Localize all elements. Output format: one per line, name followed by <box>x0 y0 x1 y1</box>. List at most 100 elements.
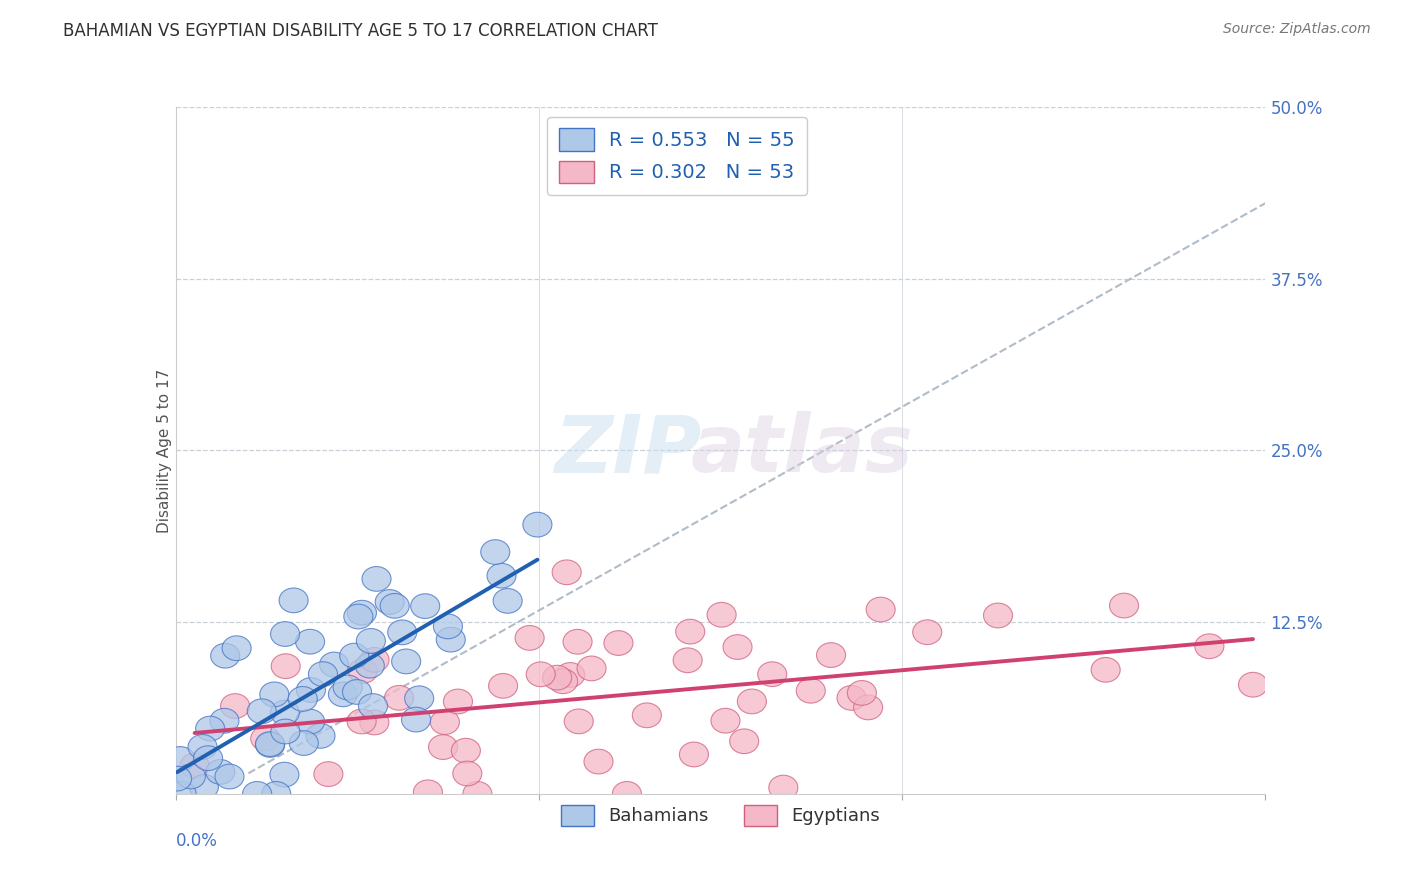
Ellipse shape <box>256 731 284 756</box>
Ellipse shape <box>796 679 825 703</box>
Ellipse shape <box>429 735 457 759</box>
Ellipse shape <box>1195 634 1223 658</box>
Ellipse shape <box>211 643 240 668</box>
Text: 0.0%: 0.0% <box>176 831 218 850</box>
Ellipse shape <box>548 669 578 694</box>
Ellipse shape <box>243 781 271 806</box>
Ellipse shape <box>481 540 510 565</box>
Ellipse shape <box>270 622 299 647</box>
Ellipse shape <box>837 686 866 710</box>
Ellipse shape <box>866 597 896 622</box>
Ellipse shape <box>515 625 544 650</box>
Ellipse shape <box>167 781 197 806</box>
Ellipse shape <box>737 689 766 714</box>
Ellipse shape <box>190 774 218 799</box>
Ellipse shape <box>356 629 385 653</box>
Ellipse shape <box>605 631 633 656</box>
Ellipse shape <box>333 675 363 700</box>
Ellipse shape <box>166 747 195 772</box>
Ellipse shape <box>194 746 222 771</box>
Ellipse shape <box>463 781 492 806</box>
Ellipse shape <box>205 760 235 784</box>
Legend: Bahamians, Egyptians: Bahamians, Egyptians <box>554 797 887 833</box>
Ellipse shape <box>288 687 318 711</box>
Ellipse shape <box>319 652 349 677</box>
Text: Source: ZipAtlas.com: Source: ZipAtlas.com <box>1223 22 1371 37</box>
Ellipse shape <box>360 648 389 673</box>
Ellipse shape <box>1239 673 1268 697</box>
Ellipse shape <box>195 716 225 741</box>
Ellipse shape <box>758 662 787 687</box>
Ellipse shape <box>359 694 388 718</box>
Ellipse shape <box>344 604 373 629</box>
Ellipse shape <box>583 749 613 774</box>
Ellipse shape <box>853 695 883 720</box>
Y-axis label: Disability Age 5 to 17: Disability Age 5 to 17 <box>157 368 172 533</box>
Ellipse shape <box>260 682 288 706</box>
Ellipse shape <box>912 620 942 645</box>
Ellipse shape <box>436 627 465 652</box>
Ellipse shape <box>723 634 752 659</box>
Ellipse shape <box>180 753 209 778</box>
Ellipse shape <box>486 564 516 588</box>
Ellipse shape <box>392 649 420 673</box>
Ellipse shape <box>375 590 404 615</box>
Ellipse shape <box>553 560 581 584</box>
Ellipse shape <box>564 709 593 734</box>
Ellipse shape <box>343 680 371 705</box>
Ellipse shape <box>329 682 357 706</box>
Ellipse shape <box>433 614 463 639</box>
Ellipse shape <box>413 780 443 805</box>
Ellipse shape <box>673 648 702 673</box>
Text: BAHAMIAN VS EGYPTIAN DISABILITY AGE 5 TO 17 CORRELATION CHART: BAHAMIAN VS EGYPTIAN DISABILITY AGE 5 TO… <box>63 22 658 40</box>
Ellipse shape <box>453 761 482 786</box>
Ellipse shape <box>543 665 572 690</box>
Ellipse shape <box>451 739 481 763</box>
Ellipse shape <box>340 643 368 668</box>
Ellipse shape <box>271 654 301 679</box>
Ellipse shape <box>405 686 433 711</box>
Ellipse shape <box>848 681 876 706</box>
Ellipse shape <box>256 732 284 757</box>
Ellipse shape <box>262 781 291 806</box>
Ellipse shape <box>361 566 391 591</box>
Ellipse shape <box>676 619 704 644</box>
Ellipse shape <box>711 708 740 733</box>
Ellipse shape <box>270 763 299 787</box>
Ellipse shape <box>613 781 641 806</box>
Ellipse shape <box>430 710 460 734</box>
Ellipse shape <box>402 707 430 732</box>
Ellipse shape <box>222 636 252 661</box>
Ellipse shape <box>297 678 326 702</box>
Ellipse shape <box>188 734 217 759</box>
Ellipse shape <box>388 620 416 645</box>
Ellipse shape <box>270 700 299 725</box>
Ellipse shape <box>271 719 299 744</box>
Text: atlas: atlas <box>690 411 914 490</box>
Ellipse shape <box>314 762 343 787</box>
Ellipse shape <box>562 630 592 654</box>
Ellipse shape <box>523 512 553 537</box>
Ellipse shape <box>576 656 606 681</box>
Ellipse shape <box>769 775 797 800</box>
Ellipse shape <box>817 643 845 667</box>
Ellipse shape <box>349 658 377 683</box>
Ellipse shape <box>360 710 389 735</box>
Ellipse shape <box>526 662 555 687</box>
Ellipse shape <box>295 630 325 654</box>
Ellipse shape <box>215 764 245 789</box>
Ellipse shape <box>356 653 384 678</box>
Ellipse shape <box>347 600 377 625</box>
Ellipse shape <box>983 603 1012 628</box>
Ellipse shape <box>443 690 472 714</box>
Ellipse shape <box>494 589 522 613</box>
Ellipse shape <box>247 699 277 723</box>
Ellipse shape <box>411 594 440 618</box>
Ellipse shape <box>1091 657 1121 682</box>
Ellipse shape <box>730 729 759 754</box>
Ellipse shape <box>555 663 585 688</box>
Ellipse shape <box>250 726 280 751</box>
Ellipse shape <box>380 593 409 618</box>
Text: ZIP: ZIP <box>554 411 702 490</box>
Ellipse shape <box>347 709 377 734</box>
